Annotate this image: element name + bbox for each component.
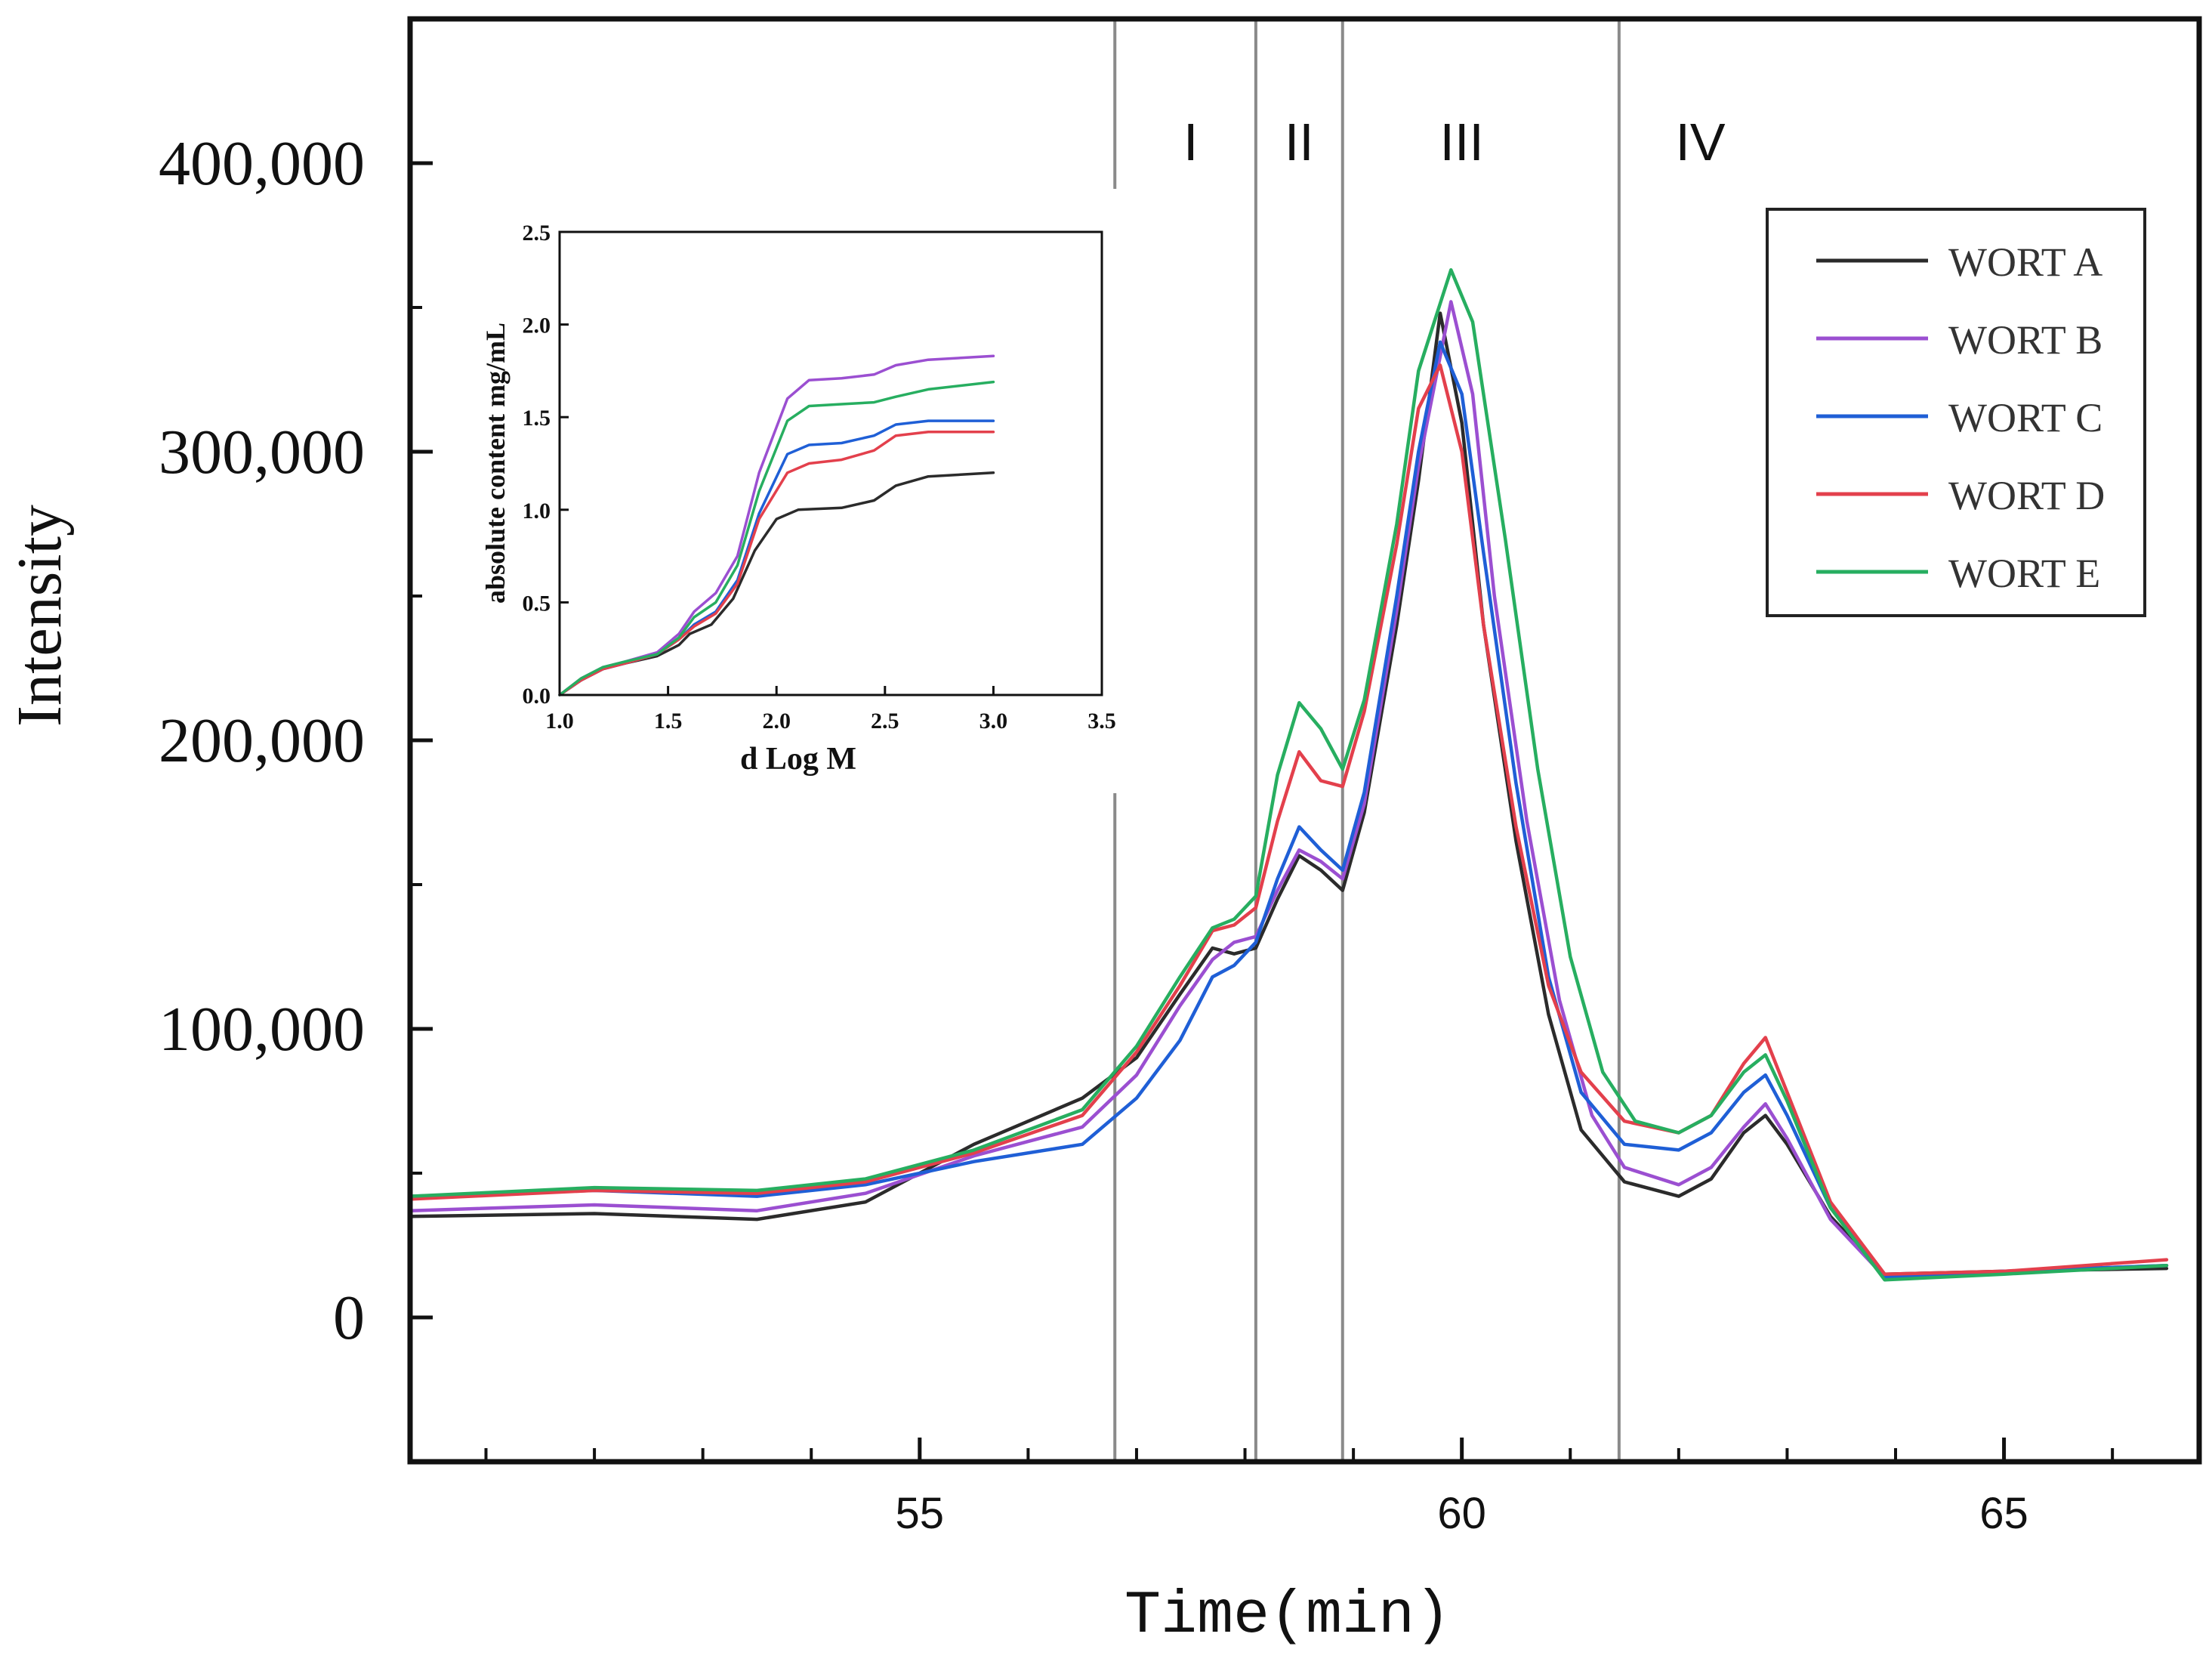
inset-series-line-wort-e [558, 380, 995, 696]
region-label-ii: II [1285, 113, 1314, 171]
inset-y-axis-ticks: 0.0 0.5 1.0 1.5 2.0 2.5 [523, 221, 569, 709]
x-tick-label: 60 [1437, 1489, 1486, 1538]
legend-items: WORT A WORT B WORT C WORT D WORT E [1816, 239, 2105, 596]
inset-y-tick-label: 0.0 [523, 684, 551, 709]
inset-x-tick-label: 3.0 [980, 709, 1008, 734]
main-y-axis-ticks: 0 100,000 200,000 300,000 400,000 [159, 128, 433, 1353]
inset-y-tick-label: 1.0 [523, 499, 551, 524]
inset-y-tick-label: 0.5 [523, 591, 551, 616]
series-line-wort-c [408, 340, 2169, 1279]
inset-series-line-wort-d [558, 431, 995, 696]
region-label-iv: IV [1675, 113, 1725, 171]
inset-x-tick-label: 3.5 [1087, 709, 1116, 734]
inset-y-tick-label: 2.0 [523, 313, 551, 338]
y-tick-label: 300,000 [159, 417, 365, 487]
region-label-iii: III [1440, 113, 1484, 171]
series-line-wort-e [408, 268, 2169, 1282]
inset-y-tick-label: 1.5 [523, 406, 551, 431]
inset-y-tick-label: 2.5 [523, 221, 551, 246]
legend-label-wort-d: WORT D [1948, 473, 2105, 518]
legend: WORT A WORT B WORT C WORT D WORT E [1766, 208, 2146, 617]
legend-label-wort-a: WORT A [1948, 239, 2102, 285]
main-x-axis-ticks: 55 60 65 [484, 1438, 2115, 1538]
x-tick-label: 55 [896, 1489, 945, 1538]
inset-x-tick-label: 1.0 [545, 709, 574, 734]
inset-series [558, 354, 995, 696]
y-tick-label: 200,000 [159, 706, 365, 776]
series-line-wort-d [408, 363, 2169, 1276]
main-series [408, 268, 2169, 1282]
series-line-wort-b [408, 300, 2169, 1279]
legend-box [1766, 208, 2146, 617]
x-tick-label: 65 [1979, 1489, 2028, 1538]
inset-background [457, 189, 1140, 793]
inset-x-axis-ticks: 1.0 1.5 2.0 2.5 3.0 3.5 [545, 686, 1116, 734]
main-y-axis-label: Intensity [5, 505, 75, 727]
inset-x-axis-label: d Log M [740, 742, 856, 777]
main-x-axis-label: Time(min) [1125, 1582, 1451, 1651]
y-tick-label: 0 [333, 1283, 365, 1353]
legend-label-wort-b: WORT B [1948, 317, 2102, 363]
inset-x-tick-label: 1.5 [654, 709, 683, 734]
region-label-i: I [1183, 113, 1198, 171]
inset-y-axis-label: absolute content mg/mL [480, 323, 511, 604]
inset-plot-frame [558, 230, 1103, 696]
legend-label-wort-e: WORT E [1948, 551, 2100, 596]
y-tick-label: 100,000 [159, 994, 365, 1064]
inset-plot: 0.0 0.5 1.0 1.5 2.0 2.5 1.0 1.5 2.0 2.5 3.0 3.5 d … [457, 189, 1140, 793]
legend-label-wort-c: WORT C [1948, 395, 2102, 440]
inset-x-tick-label: 2.0 [762, 709, 791, 734]
region-labels: I II III IV [1183, 113, 1726, 171]
y-tick-label: 400,000 [159, 128, 365, 199]
inset-x-tick-label: 2.5 [871, 709, 899, 734]
